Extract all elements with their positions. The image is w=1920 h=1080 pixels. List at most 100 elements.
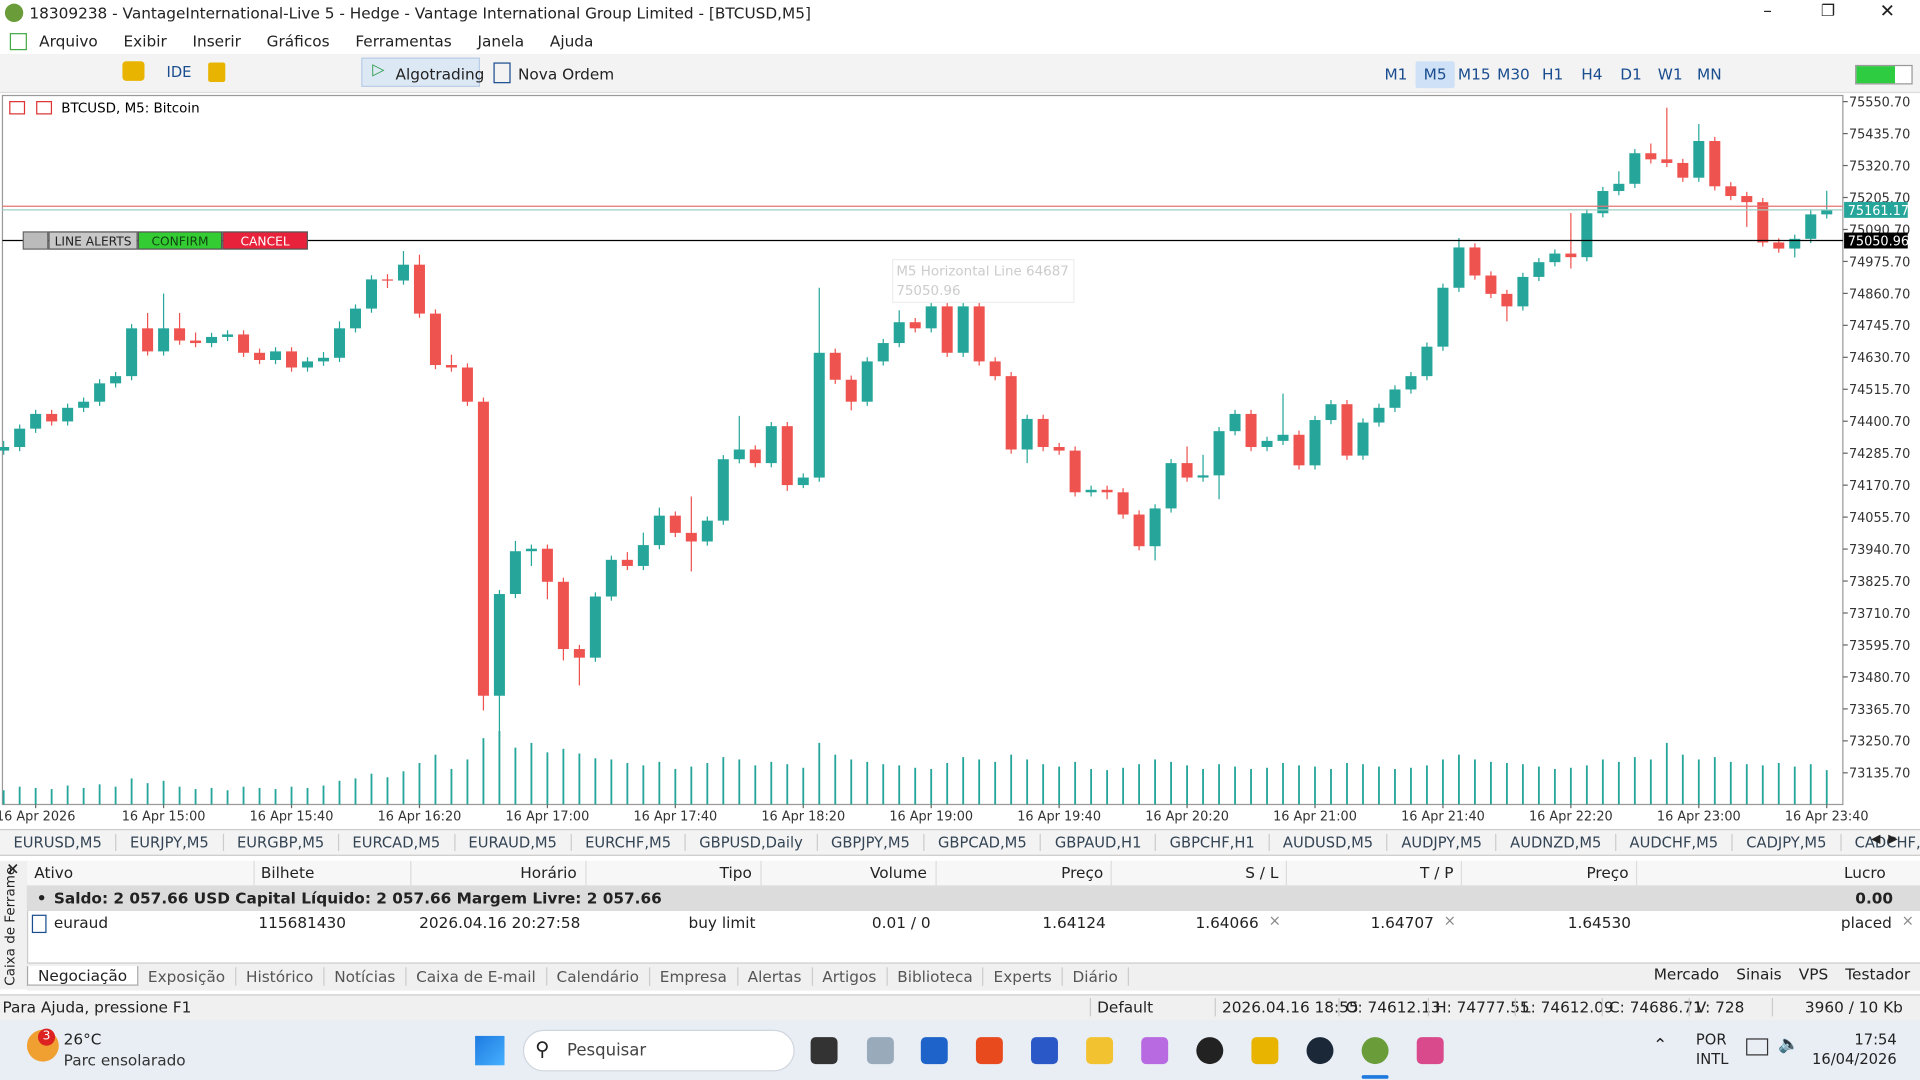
app-icon[interactable] <box>1361 1037 1389 1065</box>
symbol-tab[interactable]: AUDUSD,M5 <box>1269 833 1388 852</box>
symbol-tab[interactable]: GBPCAD,M5 <box>925 833 1042 852</box>
alerts-button[interactable] <box>48 231 138 250</box>
icon[interactable] <box>122 61 145 81</box>
symbol-tab[interactable]: GBPAUD,H1 <box>1041 833 1157 852</box>
service-button[interactable]: VPS <box>1798 964 1829 984</box>
timeframe-button[interactable]: M1 <box>1384 64 1408 84</box>
alerts-button-label[interactable]: CANCEL <box>241 234 290 248</box>
menu-item[interactable]: Ferramentas <box>355 31 452 50</box>
minimize[interactable]: – <box>1763 1 1772 21</box>
y-tick-label: 74860.70 <box>1849 287 1910 302</box>
lang-layout[interactable]: INTL <box>1695 1050 1729 1068</box>
timeframe-button[interactable]: H1 <box>1542 64 1564 84</box>
candle-body <box>493 594 505 696</box>
candle-body <box>1629 153 1641 184</box>
terminal-close[interactable]: ✕ <box>6 860 20 880</box>
app-icon[interactable] <box>1086 1037 1114 1065</box>
alerts-button[interactable] <box>137 231 223 250</box>
timeframe-button[interactable]: W1 <box>1657 64 1683 84</box>
symbol-tab[interactable]: EURJPY,M5 <box>117 833 224 852</box>
cancel-order[interactable]: × <box>1901 912 1914 930</box>
timeframe-button[interactable]: M30 <box>1497 64 1530 84</box>
network-icon[interactable] <box>1746 1038 1769 1056</box>
candle-body <box>877 343 889 362</box>
terminal-tab[interactable]: Caixa de E-mail <box>406 966 547 986</box>
terminal-tab[interactable]: Empresa <box>650 966 738 986</box>
icon[interactable] <box>208 62 226 83</box>
menu-item[interactable]: Ajuda <box>549 31 594 50</box>
terminal-tab[interactable]: Diário <box>1063 966 1129 986</box>
candle-body <box>1085 489 1097 493</box>
app-icon[interactable] <box>975 1037 1003 1065</box>
app-icon[interactable] <box>1251 1037 1279 1065</box>
symbol-tab[interactable]: CADCHF,M5 <box>1841 834 1920 851</box>
symbol-tab[interactable]: EURCHF,M5 <box>572 833 686 852</box>
symbol-tab[interactable]: GBPJPY,M5 <box>818 833 925 852</box>
timeframe-button[interactable]: M15 <box>1457 64 1491 84</box>
app-icon[interactable] <box>1416 1037 1444 1065</box>
terminal-tab[interactable]: Biblioteca <box>887 966 984 986</box>
alerts-button[interactable] <box>222 231 308 250</box>
service-button[interactable]: Mercado <box>1653 964 1720 984</box>
timeframe-button[interactable]: M5 <box>1415 61 1455 89</box>
timeframe-button[interactable]: H4 <box>1581 64 1603 84</box>
symbol-tab[interactable]: AUDJPY,M5 <box>1388 833 1497 852</box>
tab-scroll[interactable]: ◀ ▶ <box>1871 832 1898 847</box>
symbol-tab[interactable]: GBPCHF,H1 <box>1156 833 1270 852</box>
volume-icon[interactable]: 🔈 <box>1777 1034 1800 1055</box>
menu-item[interactable]: Gráficos <box>266 31 330 50</box>
menu-item[interactable]: Janela <box>477 31 525 50</box>
terminal-tab[interactable]: Exposição <box>138 966 237 986</box>
symbol-tab[interactable]: AUDCHF,M5 <box>1616 833 1733 852</box>
symbol-tab[interactable]: EURUSD,M5 <box>0 833 117 852</box>
app-icon[interactable] <box>920 1037 948 1065</box>
algotrading-button[interactable] <box>361 57 480 87</box>
symbol-tab[interactable]: EURGBP,M5 <box>223 833 339 852</box>
symbol-tab[interactable]: GBPUSD,Daily <box>686 833 818 852</box>
timeframe-button[interactable]: MN <box>1697 64 1722 84</box>
app-icon[interactable] <box>1306 1037 1334 1065</box>
menu-item[interactable]: Arquivo <box>39 31 98 50</box>
candle-body <box>158 328 170 352</box>
terminal-tab[interactable]: Alertas <box>738 966 813 986</box>
date[interactable]: 16/04/2026 <box>1812 1050 1897 1068</box>
symbol-tab[interactable]: EURAUD,M5 <box>455 833 572 852</box>
terminal-tab[interactable]: Notícias <box>324 966 407 986</box>
service-button[interactable]: Sinais <box>1736 964 1782 984</box>
start-button[interactable] <box>475 1035 505 1066</box>
remove-tp[interactable]: × <box>1443 912 1456 930</box>
symbol-tab[interactable]: EURCAD,M5 <box>339 833 455 852</box>
candle-body <box>1197 475 1209 478</box>
ide-button[interactable]: IDE <box>166 63 192 81</box>
terminal-tab[interactable]: Histórico <box>236 966 325 986</box>
new-order-button[interactable]: Nova Ordem <box>517 64 615 84</box>
service-button[interactable]: Testador <box>1845 964 1911 984</box>
alerts-button-label[interactable]: LINE ALERTS <box>55 234 132 248</box>
symbol-tab[interactable]: AUDNZD,M5 <box>1497 833 1617 852</box>
terminal-tab[interactable]: Artigos <box>812 966 888 986</box>
remove-sl[interactable]: × <box>1268 912 1281 930</box>
terminal-tab[interactable]: Negociação <box>26 966 139 986</box>
search-box[interactable] <box>522 1029 795 1072</box>
status-low: L: 74612.09 <box>1514 997 1614 1017</box>
menu-item[interactable]: Inserir <box>192 31 241 50</box>
cell[interactable]: euraud <box>53 913 109 932</box>
app-icon[interactable] <box>1196 1037 1224 1065</box>
app-icon[interactable] <box>1141 1037 1169 1065</box>
menu-item[interactable]: Exibir <box>123 31 167 50</box>
lang[interactable]: POR <box>1695 1031 1727 1049</box>
clock[interactable]: 17:54 <box>1854 1031 1897 1049</box>
app-icon[interactable] <box>1031 1037 1058 1065</box>
y-tick-label: 73250.70 <box>1849 735 1910 750</box>
terminal-tab[interactable]: Experts <box>984 966 1063 986</box>
app-icon[interactable] <box>810 1037 838 1065</box>
restore[interactable]: ❐ <box>1820 2 1836 21</box>
close[interactable]: ✕ <box>1879 0 1895 23</box>
terminal-tab[interactable]: Calendário <box>547 966 651 986</box>
symbol-tab[interactable]: CADJPY,M5 <box>1733 833 1842 852</box>
timeframe-button[interactable]: D1 <box>1620 64 1642 84</box>
app-icon[interactable] <box>866 1037 894 1065</box>
tray-arrow[interactable]: ⌃ <box>1653 1035 1668 1056</box>
status-time: 2026.04.16 18:55 <box>1214 997 1359 1017</box>
alerts-button-label[interactable]: CONFIRM <box>151 234 208 248</box>
